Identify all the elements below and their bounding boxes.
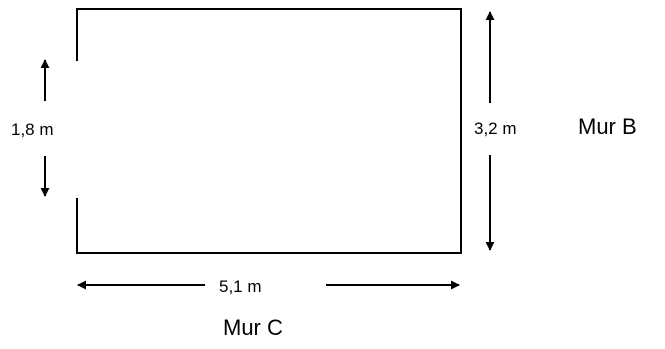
right-height-label: 3,2 m [474, 119, 517, 138]
left-opening-label: 1,8 m [11, 120, 54, 139]
room-outline [76, 8, 462, 254]
wall-c-label: Mur C [223, 315, 283, 340]
bottom-width-label: 5,1 m [219, 277, 262, 296]
wall-b-label: Mur B [578, 114, 637, 139]
